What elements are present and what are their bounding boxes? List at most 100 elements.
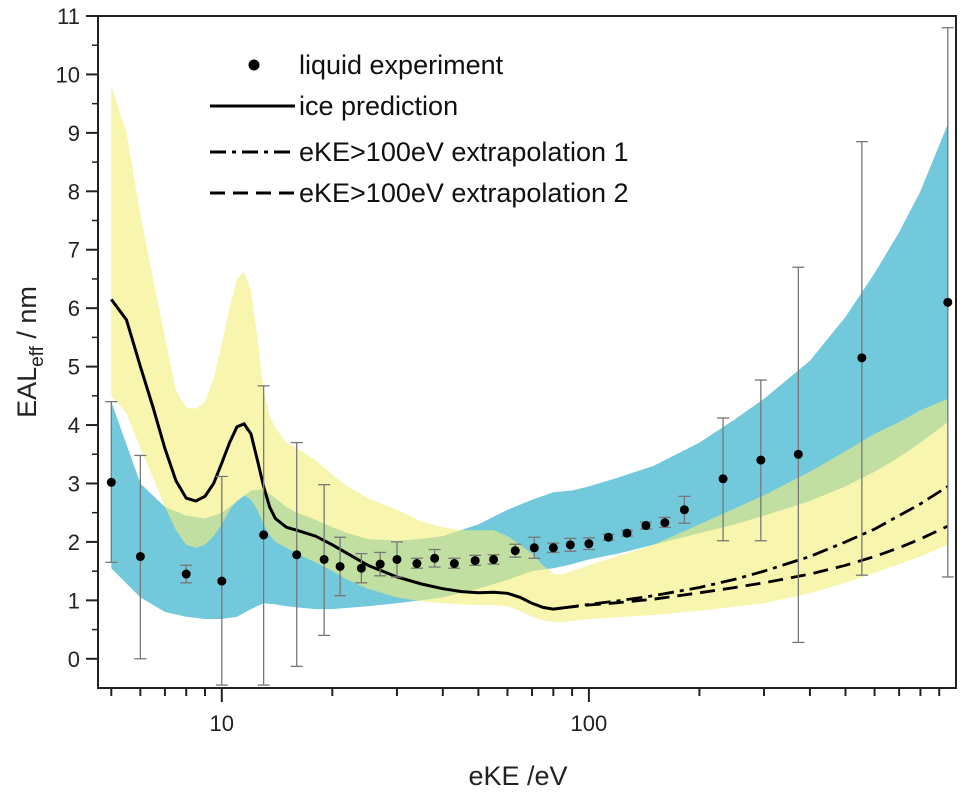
data-point <box>565 540 575 550</box>
data-point <box>756 455 766 465</box>
svg-text:EALeff / nm: EALeff / nm <box>12 286 48 418</box>
legend-item-ice-prediction: ice prediction <box>210 91 458 121</box>
data-point <box>412 559 422 569</box>
legend-label: liquid experiment <box>299 50 504 80</box>
data-point <box>356 563 366 573</box>
y-tick-label: 8 <box>68 179 80 204</box>
ice-prediction-line <box>110 298 564 611</box>
data-point-group <box>318 483 331 637</box>
data-point-group <box>754 379 767 542</box>
prediction-lines <box>110 298 949 611</box>
y-tick-label: 0 <box>68 647 80 672</box>
legend-label: eKE>100eV extrapolation 2 <box>299 178 629 208</box>
data-point <box>660 518 670 528</box>
y-tick-label: 9 <box>68 121 80 146</box>
x-tick-label: 10 <box>210 711 234 736</box>
y-tick-label: 10 <box>56 62 80 87</box>
data-point-group <box>941 27 954 578</box>
data-point-group <box>602 532 615 542</box>
data-point-group <box>410 557 423 569</box>
data-point-group <box>792 266 805 644</box>
data-point <box>793 449 803 459</box>
data-point <box>943 297 953 307</box>
data-point <box>489 554 499 564</box>
data-point-group <box>215 475 228 686</box>
data-point <box>584 539 594 549</box>
extrapolation-2-line <box>562 524 949 610</box>
legend: liquid experiment ice prediction eKE>100… <box>210 50 629 208</box>
data-point-group <box>855 140 868 576</box>
legend-label: eKE>100eV extrapolation 1 <box>299 137 629 167</box>
data-point <box>548 543 558 553</box>
data-point-group <box>180 564 193 584</box>
y-tick-label: 2 <box>68 530 80 555</box>
data-point-group <box>290 441 303 668</box>
data-point-group <box>487 554 500 565</box>
data-point-group <box>658 516 671 528</box>
data-point-group <box>678 495 691 524</box>
ice-uncertainty-band <box>111 86 948 623</box>
data-point <box>259 530 269 540</box>
liquid-experiment-series <box>105 27 954 686</box>
legend-item-extrapolation-2: eKE>100eV extrapolation 2 <box>210 178 629 208</box>
legend-item-liquid-experiment: liquid experiment <box>248 50 504 80</box>
data-point <box>510 546 520 556</box>
plot-frame <box>97 15 957 689</box>
data-point <box>718 474 728 484</box>
data-point <box>217 576 227 586</box>
data-point-group <box>448 557 461 569</box>
legend-marker-dot <box>248 59 260 71</box>
data-point-group <box>355 552 368 584</box>
y-tick-label: 5 <box>68 355 80 380</box>
data-point-group <box>582 537 595 551</box>
y-tick-label: 11 <box>57 4 80 29</box>
data-point <box>857 353 867 363</box>
data-point-group <box>134 454 147 660</box>
data-point <box>392 554 402 564</box>
data-point <box>375 559 385 569</box>
data-point <box>470 556 480 566</box>
data-point <box>622 528 632 538</box>
x-axis: 10 100 <box>110 688 941 736</box>
y-tick-label: 7 <box>68 238 80 263</box>
x-tick-label: 100 <box>571 711 608 736</box>
data-point-group <box>717 417 730 542</box>
data-point-group <box>639 521 652 531</box>
y-axis-title-unit: / nm <box>12 286 42 346</box>
data-point-group <box>374 551 387 577</box>
y-axis-title-subscript: eff <box>27 345 48 367</box>
y-axis-title-main: EAL <box>12 367 42 418</box>
data-point-group <box>528 536 541 559</box>
uncertainty-bands <box>111 86 948 623</box>
legend-label: ice prediction <box>299 91 458 121</box>
data-point-group <box>257 385 270 686</box>
data-point <box>679 505 689 515</box>
data-point-group <box>509 543 522 558</box>
data-point <box>106 477 116 487</box>
data-point-group <box>564 537 577 552</box>
data-point <box>603 532 613 542</box>
x-axis-title: eKE /eV <box>468 761 567 791</box>
data-point-group <box>547 542 560 554</box>
data-point <box>449 559 459 569</box>
data-point-group <box>334 536 347 597</box>
y-tick-label: 3 <box>68 471 80 496</box>
y-tick-label: 6 <box>68 296 80 321</box>
data-point <box>529 543 539 553</box>
liquid-uncertainty-band <box>111 124 948 619</box>
data-point-group <box>105 401 118 564</box>
data-point-group <box>621 528 634 538</box>
y-tick-label: 1 <box>68 588 80 613</box>
data-point <box>292 550 302 560</box>
data-point <box>430 553 440 563</box>
data-point <box>641 521 651 531</box>
y-tick-label: 4 <box>68 413 80 438</box>
data-point <box>335 561 345 571</box>
data-point-group <box>390 541 403 578</box>
y-axis-title: EALeff / nm <box>12 286 48 418</box>
extrapolation-1-line <box>562 485 949 610</box>
legend-item-extrapolation-1: eKE>100eV extrapolation 1 <box>210 137 629 167</box>
data-point-group <box>428 548 441 568</box>
data-point <box>319 554 329 564</box>
